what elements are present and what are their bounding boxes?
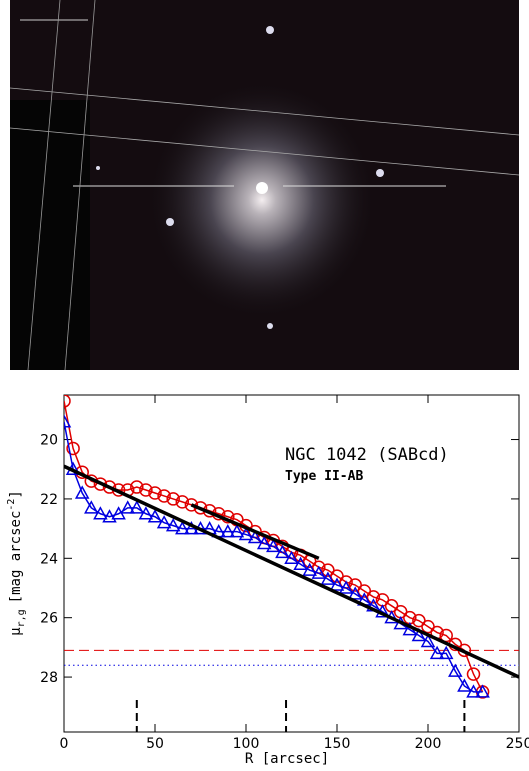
data-point [220,524,236,538]
plot-frame [63,394,520,733]
data-point [139,483,153,497]
data-point [120,500,135,514]
x-tick-label: 100 [233,736,260,752]
data-point [64,395,71,408]
data-point [320,571,336,585]
data-point [147,509,163,523]
data-point [293,556,308,570]
y-tick-label: 20 [40,433,58,449]
data-point [475,684,490,698]
data-point [238,526,254,541]
data-point [84,500,99,514]
data-point [130,480,144,494]
data-point [184,498,199,512]
y-tick-label: 26 [40,611,58,627]
y-tick-label: 24 [40,551,58,567]
data-point [74,485,90,499]
data-point [457,678,472,692]
data-point [311,565,327,579]
data-point [175,521,190,535]
data-point [138,506,154,520]
y-label-unit: [mag arcsec [8,511,24,604]
data-point [148,486,162,500]
x-tick-label: 150 [324,736,351,752]
data-point [102,509,117,523]
y-tick-label: 22 [40,492,58,508]
data-point [448,663,463,677]
data-point [64,414,72,428]
data-point [329,577,345,591]
data-point [338,580,354,594]
y-label-exponent: -2 [6,499,17,511]
x-tick-label: 200 [415,736,442,752]
data-point [66,441,80,456]
y-axis-label: μr,g [mag arcsec-2] [6,490,27,636]
data-point [247,529,263,544]
data-point [165,518,181,532]
data-point [275,544,290,559]
data-point [284,550,299,565]
data-point [129,500,145,514]
data-point [266,538,281,553]
y-label-close: ] [8,490,24,498]
data-point [411,627,427,642]
data-point [429,645,445,660]
data-point [366,590,381,604]
x-axis-label: R [arcsec] [245,751,329,767]
fit-line [190,503,320,560]
data-point [156,515,172,529]
fit-line [64,464,519,679]
x-tick-label: 250 [506,736,529,752]
data-point [302,562,317,576]
data-point [157,489,171,503]
data-point [466,667,481,681]
data-point [466,684,481,698]
y-label-subscript: r,g [16,609,27,627]
data-point [438,645,454,660]
data-point [347,586,363,600]
chart-subtitle: Type II-AB [285,469,363,484]
x-tick-label: 0 [60,736,69,752]
galaxy-image [9,0,520,371]
data-point [229,524,245,538]
chart-title: NGC 1042 (SABcd) [285,445,449,465]
data-point [102,480,117,494]
data-point [166,492,180,506]
data-point [175,495,190,509]
y-tick-label: 28 [40,670,58,686]
y-label-symbol: μ [8,627,24,636]
data-point [420,633,436,648]
data-point [93,506,108,520]
data-point [256,535,272,550]
x-tick-label: 50 [146,736,164,752]
